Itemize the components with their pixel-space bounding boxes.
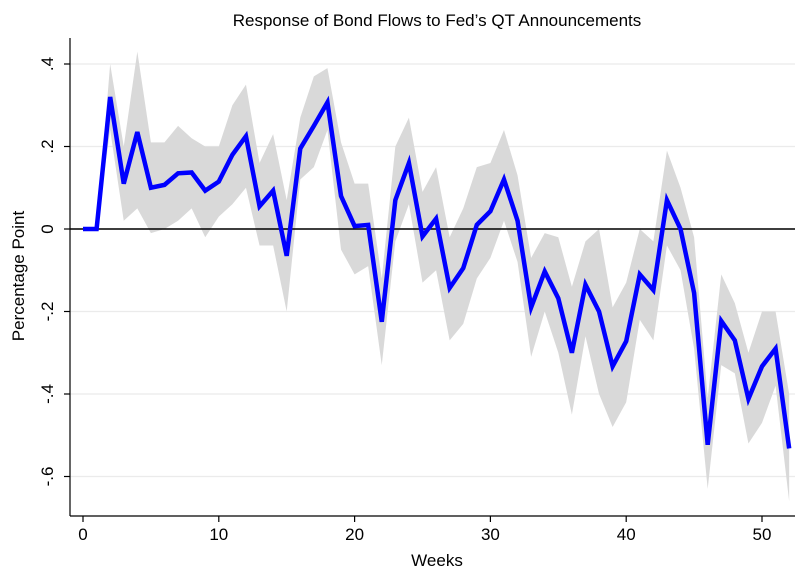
axis-ticks: .4 .2 0 -.2 -.4 -.6 0 10 20 30 40 50 xyxy=(38,57,771,544)
x-tick-label: 10 xyxy=(209,525,228,544)
x-tick-label: 20 xyxy=(345,525,364,544)
y-axis-title: Percentage Point xyxy=(9,211,28,342)
y-tick-label: -.2 xyxy=(38,302,57,322)
confidence-band xyxy=(83,51,790,502)
x-tick-label: 30 xyxy=(481,525,500,544)
x-tick-label: 50 xyxy=(753,525,772,544)
x-axis-title: Weeks xyxy=(411,551,463,570)
y-tick-label: .4 xyxy=(38,57,57,71)
series-line xyxy=(83,95,792,449)
y-tick-label: 0 xyxy=(38,224,57,233)
y-tick-label: -.4 xyxy=(38,384,57,404)
x-tick-label: 0 xyxy=(78,525,87,544)
chart-title: Response of Bond Flows to Fed’s QT Annou… xyxy=(233,11,642,30)
y-tick-label: .2 xyxy=(38,139,57,153)
y-tick-label: -.6 xyxy=(38,467,57,487)
x-tick-label: 40 xyxy=(617,525,636,544)
